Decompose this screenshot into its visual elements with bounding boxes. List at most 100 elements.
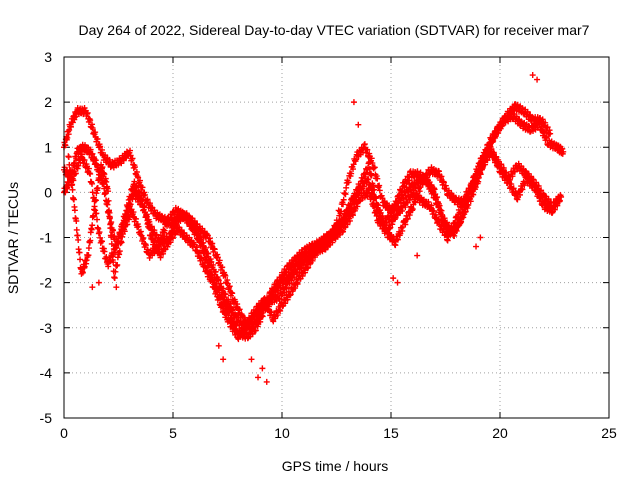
data-point [139, 184, 146, 191]
data-point [560, 148, 567, 155]
data-point [236, 306, 243, 313]
y-tick-label: 1 [44, 139, 52, 155]
data-point [209, 240, 216, 247]
data-point [394, 279, 401, 286]
data-point [355, 121, 362, 128]
data-point [559, 145, 566, 152]
data-point [374, 175, 381, 182]
y-tick-label: 3 [44, 49, 52, 65]
data-point [87, 170, 94, 177]
data-point [440, 179, 447, 186]
data-point [139, 197, 146, 204]
data-point [89, 222, 96, 229]
data-point [62, 189, 69, 196]
data-point [248, 356, 255, 363]
x-axis-title: GPS time / hours [282, 458, 389, 474]
data-point [361, 141, 368, 148]
data-point [101, 248, 108, 255]
data-point [252, 327, 259, 334]
data-point [219, 264, 226, 271]
data-point [220, 356, 227, 363]
data-point [366, 166, 373, 173]
data-point [404, 215, 411, 222]
data-point [222, 272, 229, 279]
data-point [141, 202, 148, 209]
data-point [94, 216, 101, 223]
data-point [438, 173, 445, 180]
data-point [89, 150, 96, 157]
data-point [146, 225, 153, 232]
data-point [364, 146, 371, 153]
y-tick-label: -4 [40, 365, 53, 381]
data-point [402, 221, 409, 228]
data-point [69, 186, 76, 193]
data-point [143, 213, 150, 220]
data-point [132, 164, 139, 171]
data-point [534, 76, 541, 83]
data-point [141, 191, 148, 198]
data-point [259, 365, 266, 372]
data-point [196, 249, 203, 256]
data-point [92, 129, 99, 136]
data-point [529, 72, 536, 79]
data-point [96, 229, 103, 236]
x-axis-tick-labels: 0 5 10 15 20 25 [60, 425, 617, 441]
data-point [366, 159, 373, 166]
y-tick-label: -2 [40, 275, 53, 291]
data-point [213, 287, 220, 294]
data-point [345, 179, 352, 186]
y-tick-label: 2 [44, 94, 52, 110]
data-point [160, 250, 167, 257]
data-point [77, 256, 84, 263]
data-point [76, 249, 83, 256]
data-point [259, 313, 266, 320]
data-point [136, 189, 143, 196]
data-point [255, 374, 262, 381]
data-point [91, 203, 98, 210]
data-point [113, 284, 120, 291]
chart-title: Day 264 of 2022, Sidereal Day-to-day VTE… [79, 22, 590, 38]
data-point [151, 237, 158, 244]
data-point [214, 254, 221, 261]
data-point [66, 126, 73, 133]
data-point [104, 201, 111, 208]
data-point [216, 294, 223, 301]
x-tick-label: 5 [169, 425, 177, 441]
data-point [111, 275, 118, 282]
data-point [146, 200, 153, 207]
data-point [350, 99, 357, 106]
data-point [108, 219, 115, 226]
data-point [394, 236, 401, 243]
y-tick-label: -5 [40, 410, 53, 426]
data-point [113, 244, 120, 251]
data-point [141, 209, 148, 216]
y-axis-tick-labels: -5 -4 -3 -2 -1 0 1 2 3 [40, 49, 53, 426]
data-point [277, 284, 284, 291]
data-point [223, 310, 230, 317]
data-point [73, 226, 80, 233]
data-point [84, 109, 91, 116]
data-point [73, 155, 80, 162]
x-tick-label: 10 [274, 425, 290, 441]
data-point [93, 210, 100, 217]
y-tick-label: -3 [40, 320, 53, 336]
data-point [125, 203, 132, 210]
x-tick-label: 0 [60, 425, 68, 441]
data-point [127, 152, 134, 159]
data-marks [61, 72, 567, 385]
data-point [129, 155, 136, 162]
y-axis-title: SDTVAR / TECUs [5, 182, 21, 294]
data-point [127, 193, 134, 200]
data-point [350, 161, 357, 168]
data-point [64, 134, 71, 141]
data-point [376, 187, 383, 194]
data-point [81, 157, 88, 164]
data-point [133, 183, 140, 190]
data-point [95, 279, 102, 286]
y-tick-label: 0 [44, 184, 52, 200]
data-point [94, 135, 101, 142]
x-tick-label: 25 [601, 425, 617, 441]
data-point [340, 196, 347, 203]
data-point [473, 243, 480, 250]
data-point [97, 143, 104, 150]
